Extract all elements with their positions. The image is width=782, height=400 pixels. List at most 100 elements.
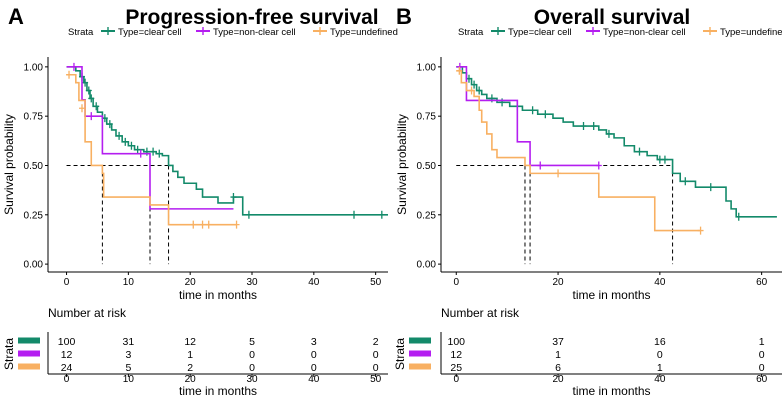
legend-label: Type=undefined	[720, 27, 782, 38]
y-axis-label: Survival probability	[395, 114, 409, 215]
panel-b: B Overall survival Strata Type=clear cell Ty…	[393, 4, 782, 398]
risk-row-swatch	[409, 337, 431, 344]
x-axis-label: time in months	[179, 288, 257, 302]
chart-title: Overall survival	[534, 6, 690, 29]
legend-censor-mark	[706, 27, 714, 35]
risk-x-tick-label: 40	[308, 374, 320, 385]
censor-mark	[682, 177, 689, 186]
x-tick-label: 20	[185, 277, 197, 288]
risk-count: 12	[184, 336, 196, 348]
risk-count: 0	[311, 362, 317, 374]
y-tick-label: 0.00	[417, 260, 437, 271]
risk-count: 0	[311, 349, 317, 361]
legend-censor-mark	[316, 27, 324, 35]
censor-mark	[245, 210, 252, 219]
censor-mark	[85, 86, 92, 95]
censor-mark	[79, 104, 85, 113]
risk-count: 1	[187, 349, 193, 361]
censor-mark	[351, 210, 357, 219]
risk-count: 24	[61, 362, 73, 374]
risk-x-tick-label: 0	[64, 374, 70, 385]
legend: Strata Type=clear cell Type=non-clear cell…	[68, 27, 398, 38]
censor-mark	[471, 80, 478, 89]
panel-letter: A	[8, 4, 24, 29]
panel-a: A Progression-free survival Strata Type=cle…	[2, 4, 398, 398]
x-tick-label: 60	[756, 277, 768, 288]
risk-count: 31	[123, 336, 135, 348]
censor-mark	[580, 122, 587, 131]
x-tick-label: 50	[370, 277, 382, 288]
risk-x-tick-label: 20	[552, 374, 564, 385]
risk-count: 100	[448, 336, 466, 348]
risk-x-tick-label: 60	[756, 374, 768, 385]
risk-table-title: Number at risk	[441, 306, 520, 320]
censor-mark	[156, 149, 163, 158]
censor-mark	[378, 210, 385, 219]
x-tick-label: 40	[654, 277, 666, 288]
risk-count: 16	[654, 336, 666, 348]
censor-mark	[542, 110, 549, 119]
censor-mark	[66, 70, 73, 79]
censor-mark	[199, 220, 206, 229]
risk-count: 3	[125, 349, 131, 361]
censor-mark	[205, 220, 212, 229]
risk-x-tick-label: 10	[123, 374, 135, 385]
risk-strata-label: Strata	[2, 338, 16, 370]
risk-count: 0	[249, 362, 255, 374]
legend-label: Type=undefined	[330, 27, 398, 38]
risk-count: 1	[759, 336, 765, 348]
censor-mark	[529, 106, 536, 115]
censor-mark	[143, 147, 150, 156]
legend: Strata Type=clear cell Type=non-clear cell…	[458, 27, 782, 38]
risk-count: 0	[249, 349, 255, 361]
censor-mark	[137, 149, 144, 158]
x-tick-label: 10	[123, 277, 135, 288]
risk-count: 2	[373, 336, 379, 348]
chart-title: Progression-free survival	[125, 6, 378, 29]
risk-count: 0	[373, 349, 379, 361]
censor-mark	[735, 212, 742, 221]
censor-mark	[93, 102, 100, 111]
censor-mark	[656, 155, 663, 164]
censor-mark	[707, 183, 714, 192]
risk-table-title: Number at risk	[48, 306, 127, 320]
y-tick-label: 0.75	[24, 112, 44, 123]
legend-label: Type=non-clear cell	[603, 27, 686, 38]
x-tick-label: 20	[552, 277, 564, 288]
survival-curve-clear-cell	[66, 66, 388, 216]
risk-row-swatch	[409, 350, 431, 357]
risk-count: 1	[657, 362, 663, 374]
risk-x-tick-label: 0	[453, 374, 459, 385]
y-tick-label: 1.00	[417, 62, 437, 73]
censor-mark	[122, 137, 129, 146]
survival-curve-undefined	[456, 70, 701, 232]
risk-x-tick-label: 40	[654, 374, 666, 385]
censor-mark	[468, 86, 475, 95]
risk-x-tick-label: 30	[246, 374, 258, 385]
risk-count: 1	[555, 349, 561, 361]
legend-label: Type=non-clear cell	[213, 27, 296, 38]
risk-x-tick-label: 20	[185, 374, 197, 385]
risk-count: 12	[61, 349, 73, 361]
censor-mark	[537, 161, 544, 170]
risk-count: 2	[187, 362, 193, 374]
censor-mark	[605, 129, 612, 138]
x-axis-label: time in months	[572, 288, 650, 302]
risk-count: 0	[759, 349, 765, 361]
risk-row-swatch	[18, 363, 40, 370]
legend-censor-mark	[104, 27, 112, 35]
risk-x-axis-label: time in months	[572, 384, 650, 398]
censor-mark	[190, 220, 197, 229]
survival-curve-undefined	[66, 73, 237, 226]
risk-x-tick-label: 50	[370, 374, 382, 385]
survival-curve-non-clear-cell	[66, 66, 234, 210]
censor-mark	[70, 62, 77, 71]
legend-censor-mark	[494, 27, 502, 35]
legend-title: Strata	[458, 27, 484, 38]
risk-strata-label: Strata	[393, 338, 407, 370]
y-tick-label: 0.50	[24, 161, 44, 172]
censor-mark	[150, 147, 157, 156]
censor-mark	[476, 86, 483, 95]
